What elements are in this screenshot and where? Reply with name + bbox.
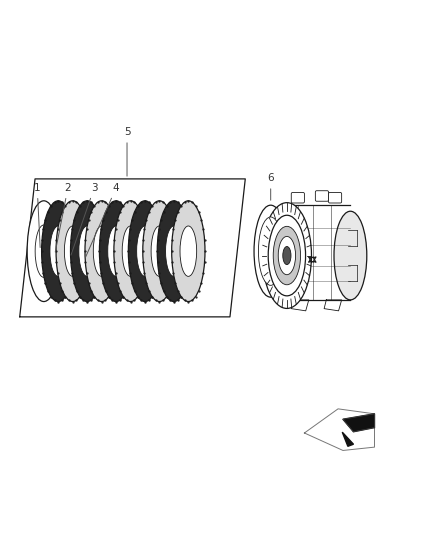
Text: 3: 3: [71, 183, 98, 255]
Ellipse shape: [108, 226, 124, 276]
Ellipse shape: [258, 217, 283, 285]
Ellipse shape: [99, 201, 133, 302]
Ellipse shape: [27, 201, 60, 302]
Ellipse shape: [278, 237, 296, 274]
Text: 4: 4: [86, 183, 120, 257]
Ellipse shape: [268, 215, 306, 296]
Ellipse shape: [143, 201, 176, 302]
Ellipse shape: [172, 201, 205, 302]
Ellipse shape: [93, 226, 110, 276]
Ellipse shape: [50, 226, 67, 276]
Ellipse shape: [137, 226, 153, 276]
Ellipse shape: [254, 205, 287, 297]
Polygon shape: [324, 300, 342, 311]
Ellipse shape: [56, 201, 89, 302]
Ellipse shape: [151, 226, 168, 276]
Polygon shape: [343, 414, 374, 432]
FancyBboxPatch shape: [291, 192, 304, 203]
Ellipse shape: [79, 226, 95, 276]
Text: 1: 1: [34, 183, 41, 247]
Polygon shape: [287, 205, 350, 301]
FancyBboxPatch shape: [315, 191, 328, 201]
Ellipse shape: [180, 226, 197, 276]
Ellipse shape: [64, 226, 81, 276]
Ellipse shape: [85, 201, 118, 302]
Ellipse shape: [283, 246, 291, 264]
Polygon shape: [291, 300, 309, 311]
Ellipse shape: [128, 201, 162, 302]
Ellipse shape: [166, 226, 182, 276]
Ellipse shape: [35, 225, 53, 277]
Polygon shape: [342, 432, 353, 446]
Ellipse shape: [157, 201, 191, 302]
Text: 5: 5: [124, 127, 131, 176]
Ellipse shape: [42, 201, 75, 302]
Ellipse shape: [71, 201, 104, 302]
Text: 2: 2: [55, 183, 71, 252]
Text: 6: 6: [267, 173, 274, 200]
Ellipse shape: [262, 203, 311, 309]
FancyBboxPatch shape: [328, 192, 342, 203]
Ellipse shape: [273, 227, 300, 285]
Ellipse shape: [114, 201, 147, 302]
Ellipse shape: [122, 226, 139, 276]
Ellipse shape: [334, 211, 367, 300]
